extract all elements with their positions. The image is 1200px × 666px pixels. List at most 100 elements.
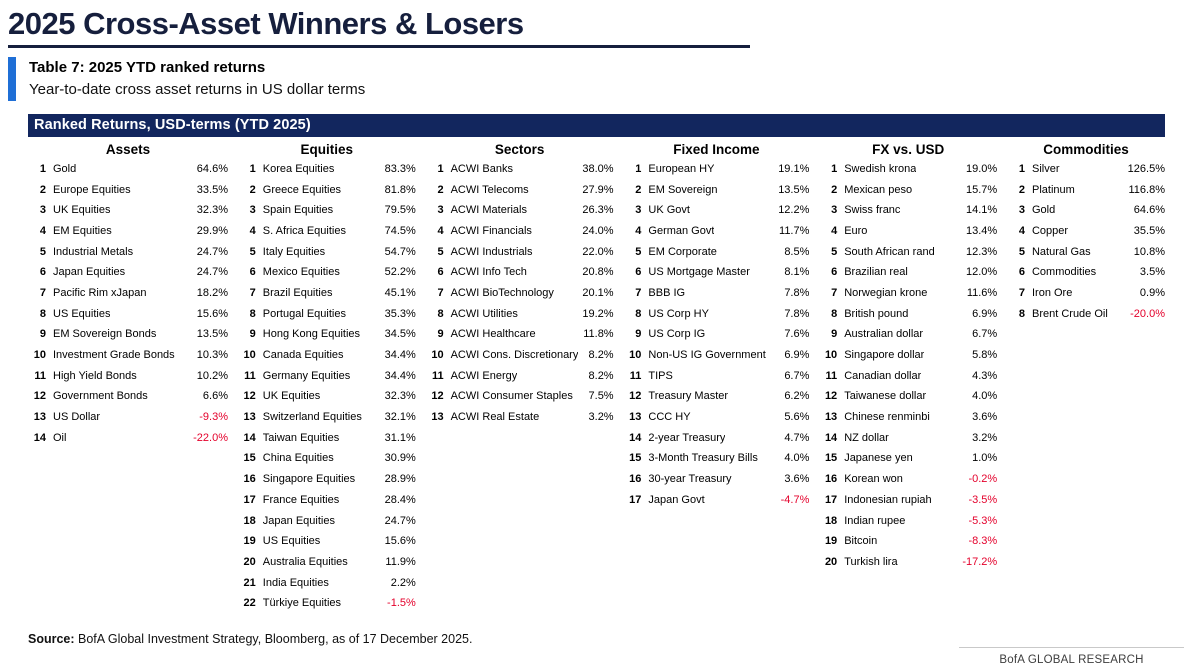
return-value: 6.2%	[784, 390, 810, 403]
asset-name: Turkish lira	[844, 556, 898, 568]
column-fixed-income: Fixed Income 1 European HY 19.1% 2 EM Soverei…	[623, 138, 809, 511]
return-value: -5.3%	[968, 514, 998, 527]
return-value: 8.5%	[784, 245, 810, 258]
asset-name: Portugal Equities	[262, 308, 346, 320]
rank-number: 2	[249, 183, 256, 196]
table-row: 2 Mexican peso 15.7%	[819, 180, 997, 201]
rank-number: 2	[437, 183, 444, 196]
table-row: 22 Türkiye Equities -1.5%	[238, 593, 416, 614]
rank-number: 8	[831, 307, 838, 320]
table-row: 8 Portugal Equities 35.3%	[238, 304, 416, 325]
rank-number: 17	[629, 493, 642, 506]
asset-name: Singapore dollar	[844, 350, 925, 362]
asset-name: Pacific Rim xJapan	[53, 287, 147, 299]
column-header: Assets	[105, 142, 151, 157]
asset-name: European HY	[648, 163, 715, 175]
rank-number: 20	[243, 555, 256, 568]
rank-number: 3	[249, 204, 256, 217]
asset-name: Europe Equities	[53, 184, 131, 196]
return-value: 4.3%	[972, 369, 998, 382]
table-row: 9 ACWI Healthcare 11.8%	[426, 325, 613, 346]
return-value: 7.6%	[784, 328, 810, 341]
ranked-returns-banner: Ranked Returns, USD-terms (YTD 2025)	[28, 114, 1165, 137]
return-value: 29.9%	[196, 224, 228, 237]
table-row: 9 Hong Kong Equities 34.5%	[238, 325, 416, 346]
return-value: -3.5%	[968, 493, 998, 506]
table-row: 7 BBB IG 7.8%	[623, 283, 809, 304]
table-row: 19 Bitcoin -8.3%	[819, 531, 997, 552]
asset-name: Treasury Master	[648, 391, 729, 403]
return-value: 30.9%	[384, 452, 416, 465]
return-value: 27.9%	[582, 183, 614, 196]
asset-name: Türkiye Equities	[262, 598, 342, 610]
rank-number: 9	[249, 328, 256, 341]
return-value: -9.3%	[199, 411, 228, 424]
table-row: 20 Australia Equities 11.9%	[238, 552, 416, 573]
return-value: -4.7%	[780, 493, 810, 506]
table-row: 12 Treasury Master 6.2%	[623, 387, 809, 408]
asset-name: British pound	[844, 308, 909, 320]
table-row: 4 German Govt 11.7%	[623, 221, 809, 242]
rank-number: 7	[437, 286, 444, 299]
asset-name: Commodities	[1031, 267, 1097, 279]
return-value: 28.4%	[384, 493, 416, 506]
asset-name: ACWI Financials	[450, 225, 532, 237]
asset-name: Korean won	[844, 474, 903, 486]
return-value: 6.7%	[972, 328, 998, 341]
table-row: 10 Singapore dollar 5.8%	[819, 345, 997, 366]
rank-number: 13	[629, 411, 642, 424]
column-header: Equities	[300, 142, 354, 157]
asset-name: ACWI Telecoms	[450, 184, 529, 196]
rank-number: 9	[39, 328, 46, 341]
table-row: 1 Silver 126.5%	[1007, 159, 1165, 180]
table-row: 4 EM Equities 29.9%	[28, 221, 228, 242]
asset-name: Mexican peso	[844, 184, 913, 196]
asset-name: Germany Equities	[262, 370, 351, 382]
table-row: 13 Chinese renminbi 3.6%	[819, 407, 997, 428]
return-value: 32.1%	[384, 411, 416, 424]
return-value: 24.7%	[196, 245, 228, 258]
table-row: 10 Canada Equities 34.4%	[238, 345, 416, 366]
return-value: 12.2%	[778, 204, 810, 217]
return-value: 10.8%	[1133, 245, 1165, 258]
return-value: 22.0%	[582, 245, 614, 258]
table-row: 17 Indonesian rupiah -3.5%	[819, 490, 997, 511]
asset-name: US Mortgage Master	[648, 267, 750, 279]
return-value: 12.0%	[965, 266, 998, 279]
rank-number: 1	[437, 162, 444, 175]
table-row: 9 US Corp IG 7.6%	[623, 325, 809, 346]
rank-number: 10	[431, 349, 444, 362]
asset-name: EM Sovereign	[648, 184, 718, 196]
table-row: 2 EM Sovereign 13.5%	[623, 180, 809, 201]
return-value: 4.0%	[784, 452, 810, 465]
asset-name: Iron Ore	[1031, 287, 1073, 299]
title-underline	[8, 45, 750, 48]
table-row: 5 ACWI Industrials 22.0%	[426, 242, 614, 263]
table-row: 3 UK Equities 32.3%	[28, 200, 228, 221]
table-row: 7 ACWI BioTechnology 20.1%	[426, 283, 613, 304]
asset-name: US Corp HY	[648, 308, 709, 320]
rank-number: 8	[437, 307, 444, 320]
return-value: 24.7%	[196, 266, 228, 279]
table-row: 10 ACWI Cons. Discretionary 8.2%	[426, 345, 613, 366]
table-row: 8 US Equities 15.6%	[28, 304, 228, 325]
asset-name: Australian dollar	[844, 329, 924, 341]
rank-number: 6	[249, 266, 256, 279]
table-row: 8 British pound 6.9%	[819, 304, 997, 325]
rank-number: 7	[39, 286, 46, 299]
rank-number: 18	[243, 514, 256, 527]
return-value: 18.2%	[196, 286, 228, 299]
asset-name: Brazil Equities	[262, 287, 333, 299]
asset-name: High Yield Bonds	[53, 370, 137, 382]
rank-number: 11	[431, 369, 444, 382]
return-value: 33.5%	[196, 183, 228, 196]
asset-name: Canadian dollar	[844, 370, 922, 382]
table-row: 2 Platinum 116.8%	[1007, 180, 1165, 201]
rank-number: 1	[831, 162, 838, 175]
rank-number: 15	[824, 452, 838, 465]
asset-name: 3-Month Treasury Bills	[648, 453, 758, 465]
rank-number: 10	[824, 349, 838, 362]
table-row: 14 Taiwan Equities 31.1%	[238, 428, 416, 449]
return-value: 3.2%	[972, 431, 998, 444]
asset-name: Gold	[53, 163, 77, 175]
